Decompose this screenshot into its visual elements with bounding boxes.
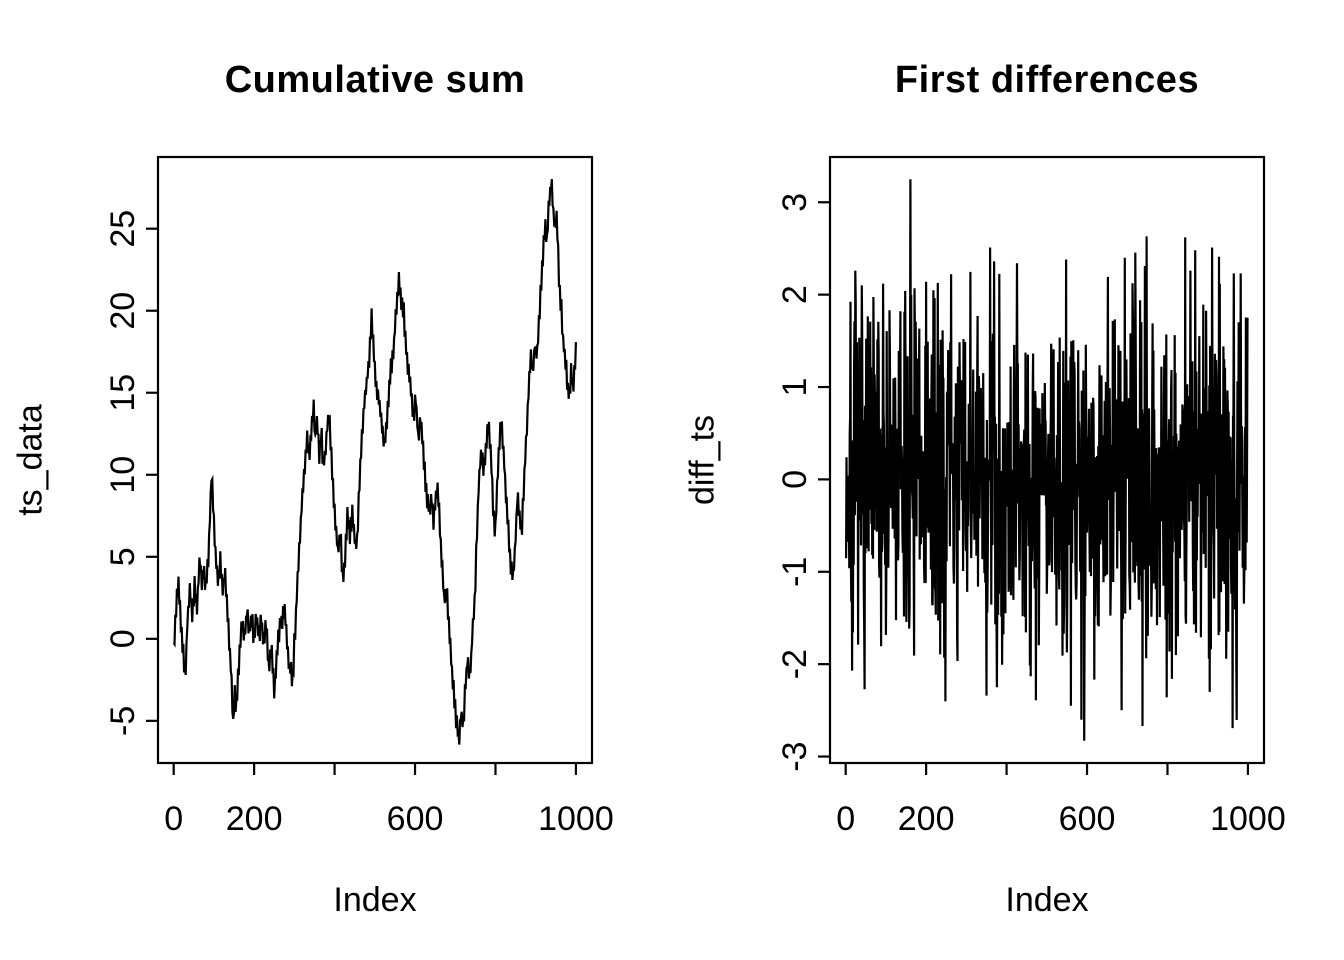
x-tick-label: 200 [226,800,283,838]
plot-box [156,155,594,765]
x-tick-label: 0 [164,800,183,838]
y-tick-label: 15 [104,374,142,412]
series-line [844,179,1249,741]
y-tick-label: 2 [776,285,814,304]
y-tick-label: -5 [104,706,142,736]
y-tick-label: -1 [776,557,814,587]
plot-area-cumulative-sum: 0 200 600 1000 -5 0 5 10 15 20 25 [104,155,614,838]
y-tick-label: 10 [104,456,142,494]
plot-area-first-differences: 0 200 600 1000 -3 -2 -1 0 1 2 3 [776,155,1286,838]
y-tick-label: 0 [104,629,142,648]
y-tick-label: -2 [776,649,814,679]
y-tick-label: 0 [776,470,814,489]
y-tick-label: 1 [776,378,814,397]
x-tick-label: 600 [1059,800,1116,838]
y-tick-label: 20 [104,292,142,330]
y-tick-label: -3 [776,741,814,771]
x-tick-label: 200 [898,800,955,838]
y-tick-label: 25 [104,210,142,248]
series-line [172,179,577,745]
x-tick-label: 1000 [538,800,614,838]
y-tick-label: 3 [776,193,814,212]
x-tick-label: 0 [836,800,855,838]
y-tick-label: 5 [104,547,142,566]
x-tick-label: 600 [387,800,444,838]
x-tick-label: 1000 [1210,800,1286,838]
plot-box [828,155,1266,765]
